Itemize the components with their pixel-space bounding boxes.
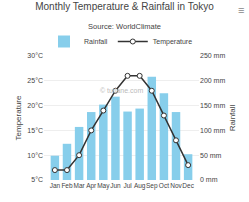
svg-text:Mar: Mar: [73, 182, 85, 189]
svg-text:Jul: Jul: [123, 182, 132, 189]
svg-text:Aug: Aug: [134, 182, 146, 190]
svg-text:250 mm: 250 mm: [200, 52, 225, 59]
svg-text:Apr: Apr: [86, 182, 97, 190]
svg-text:30°C: 30°C: [27, 52, 43, 59]
svg-text:Nov: Nov: [170, 182, 182, 189]
svg-text:Monthly Temperature & Rainfall: Monthly Temperature & Rainfall in Tokyo: [35, 1, 214, 12]
svg-text:20°C: 20°C: [27, 102, 43, 109]
svg-text:Source: WorldClimate: Source: WorldClimate: [88, 22, 161, 31]
svg-text:5°C: 5°C: [31, 176, 43, 183]
svg-text:100 mm: 100 mm: [200, 127, 225, 134]
svg-text:200 mm: 200 mm: [200, 77, 225, 84]
svg-text:Jun: Jun: [110, 182, 121, 189]
svg-text:Feb: Feb: [61, 182, 73, 189]
svg-text:Temperature: Temperature: [153, 38, 192, 46]
svg-text:50 mm: 50 mm: [200, 152, 222, 159]
svg-text:Rainfall: Rainfall: [84, 38, 108, 45]
svg-text:Oct: Oct: [159, 182, 169, 189]
svg-text:Rainfall: Rainfall: [228, 104, 237, 131]
svg-text:10°C: 10°C: [27, 152, 43, 159]
svg-text:25°C: 25°C: [27, 77, 43, 84]
svg-text:Temperature: Temperature: [14, 95, 23, 140]
svg-text:≡: ≡: [238, 4, 244, 16]
svg-text:15°C: 15°C: [27, 127, 43, 134]
svg-text:Dec: Dec: [182, 182, 194, 189]
svg-text:Jan: Jan: [50, 182, 61, 189]
svg-text:May: May: [97, 182, 110, 190]
svg-text:0 mm: 0 mm: [200, 176, 218, 183]
svg-text:150 mm: 150 mm: [200, 102, 225, 109]
svg-text:Sep: Sep: [146, 182, 158, 190]
svg-text:© tutlane.com: © tutlane.com: [100, 87, 143, 94]
